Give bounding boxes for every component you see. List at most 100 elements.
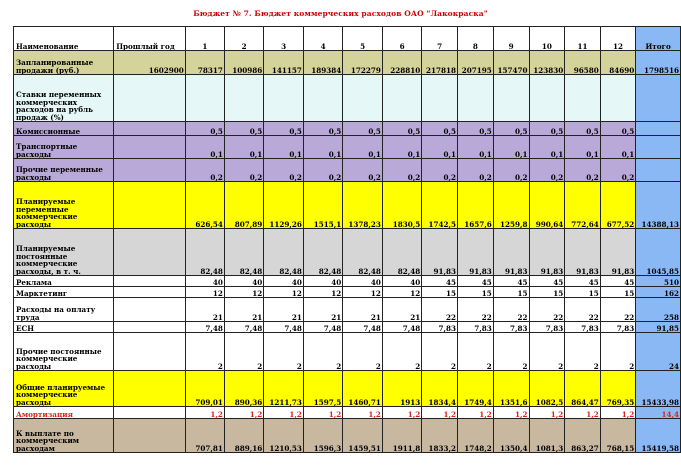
month-cell: 0,1 bbox=[342, 135, 383, 159]
month-cell bbox=[564, 74, 601, 122]
header-month: 9 bbox=[492, 26, 530, 51]
month-cell: 0,5 bbox=[528, 121, 566, 136]
month-cell: 2 bbox=[223, 332, 265, 371]
month-cell: 45 bbox=[528, 275, 566, 287]
month-cell: 0,1 bbox=[599, 135, 637, 159]
prev-year-cell: 1602900 bbox=[113, 50, 186, 75]
month-cell: 772,64 bbox=[564, 181, 601, 229]
total-cell bbox=[635, 135, 681, 159]
prev-year-cell bbox=[113, 418, 186, 453]
month-cell: 7,83 bbox=[457, 321, 494, 333]
month-cell: 15 bbox=[528, 286, 566, 298]
month-cell: 0,5 bbox=[492, 121, 530, 136]
month-cell: 1833,2 bbox=[421, 418, 459, 453]
prev-year-cell bbox=[113, 275, 186, 287]
row-label: ЕСН bbox=[12, 321, 115, 333]
month-cell: 1,2 bbox=[599, 406, 637, 419]
month-cell: 707,81 bbox=[184, 418, 225, 453]
month-cell: 1,2 bbox=[223, 406, 265, 419]
month-cell: 1,2 bbox=[381, 406, 423, 419]
month-cell: 40 bbox=[381, 275, 423, 287]
month-cell: 1460,71 bbox=[342, 370, 383, 407]
month-cell bbox=[599, 74, 637, 122]
month-cell: 1350,4 bbox=[492, 418, 530, 453]
month-cell: 91,83 bbox=[457, 228, 494, 276]
month-cell: 864,47 bbox=[564, 370, 601, 407]
header-month: 4 bbox=[302, 26, 344, 51]
total-cell: 162 bbox=[635, 286, 681, 298]
month-cell: 1749,4 bbox=[457, 370, 494, 407]
month-cell: 626,54 bbox=[184, 181, 225, 229]
row-other-variable: Прочие переменные расходы 0,2 0,2 0,2 0,2 0,2… bbox=[12, 158, 681, 182]
header-month: 10 bbox=[528, 26, 566, 51]
prev-year-cell bbox=[113, 181, 186, 229]
month-cell: 2 bbox=[492, 332, 530, 371]
month-cell: 82,48 bbox=[342, 228, 383, 276]
month-cell: 1259,8 bbox=[492, 181, 530, 229]
month-cell: 0,2 bbox=[381, 158, 423, 182]
month-cell: 91,83 bbox=[492, 228, 530, 276]
row-label: Расходы на оплату труда bbox=[12, 297, 115, 322]
month-cell bbox=[457, 74, 494, 122]
month-cell: 2 bbox=[528, 332, 566, 371]
prev-year-cell bbox=[113, 297, 186, 322]
month-cell bbox=[184, 74, 225, 122]
row-rates: Ставки переменных коммерческих расходов … bbox=[12, 74, 681, 122]
month-cell: 12 bbox=[302, 286, 344, 298]
month-cell: 0,1 bbox=[564, 135, 601, 159]
month-cell: 12 bbox=[223, 286, 265, 298]
month-cell: 15 bbox=[457, 286, 494, 298]
month-cell: 2 bbox=[381, 332, 423, 371]
month-cell: 1742,5 bbox=[421, 181, 459, 229]
month-cell: 22 bbox=[564, 297, 601, 322]
month-cell: 2 bbox=[184, 332, 225, 371]
month-cell: 7,48 bbox=[381, 321, 423, 333]
month-cell: 0,2 bbox=[599, 158, 637, 182]
header-name: Наименование bbox=[12, 26, 115, 51]
month-cell: 0,5 bbox=[263, 121, 304, 136]
month-cell: 217818 bbox=[421, 50, 459, 75]
month-cell: 890,36 bbox=[223, 370, 265, 407]
month-cell: 40 bbox=[263, 275, 304, 287]
row-advertising: Реклама 40 40 40 40 40 40 45 45 45 45 45 45 510 bbox=[12, 275, 681, 287]
month-cell bbox=[263, 74, 304, 122]
month-cell: 7,83 bbox=[599, 321, 637, 333]
row-marketing: Марктетинг 12 12 12 12 12 12 15 15 15 15 15 15 162 bbox=[12, 286, 681, 298]
month-cell bbox=[421, 74, 459, 122]
month-cell: 22 bbox=[421, 297, 459, 322]
row-label: Запланированные продажи (руб.) bbox=[12, 50, 115, 75]
month-cell: 2 bbox=[421, 332, 459, 371]
month-cell: 15 bbox=[492, 286, 530, 298]
month-cell: 228810 bbox=[381, 50, 423, 75]
month-cell: 45 bbox=[564, 275, 601, 287]
month-cell: 0,1 bbox=[457, 135, 494, 159]
month-cell: 1597,5 bbox=[302, 370, 344, 407]
month-cell: 990,64 bbox=[528, 181, 566, 229]
month-cell: 40 bbox=[302, 275, 344, 287]
month-cell: 0,5 bbox=[457, 121, 494, 136]
month-cell: 1,2 bbox=[184, 406, 225, 419]
month-cell: 82,48 bbox=[223, 228, 265, 276]
row-label: Общие планируемые коммерческие расходы bbox=[12, 370, 115, 407]
month-cell: 91,83 bbox=[421, 228, 459, 276]
month-cell: 0,2 bbox=[184, 158, 225, 182]
month-cell: 82,48 bbox=[381, 228, 423, 276]
month-cell: 40 bbox=[223, 275, 265, 287]
month-cell: 1748,2 bbox=[457, 418, 494, 453]
header-total: Итого bbox=[635, 26, 681, 51]
month-cell: 0,2 bbox=[457, 158, 494, 182]
header-month: 3 bbox=[263, 26, 304, 51]
month-cell: 0,2 bbox=[492, 158, 530, 182]
row-variable-total: Планируемые переменные коммерческие расх… bbox=[12, 181, 681, 229]
month-cell: 2 bbox=[457, 332, 494, 371]
row-label: Планируемые постоянные коммерческие расх… bbox=[12, 228, 115, 276]
month-cell: 12 bbox=[381, 286, 423, 298]
month-cell: 45 bbox=[421, 275, 459, 287]
month-cell: 0,2 bbox=[564, 158, 601, 182]
month-cell: 2 bbox=[564, 332, 601, 371]
month-cell bbox=[381, 74, 423, 122]
prev-year-cell bbox=[113, 74, 186, 122]
month-cell: 21 bbox=[263, 297, 304, 322]
month-cell: 768,15 bbox=[599, 418, 637, 453]
month-cell: 889,16 bbox=[223, 418, 265, 453]
